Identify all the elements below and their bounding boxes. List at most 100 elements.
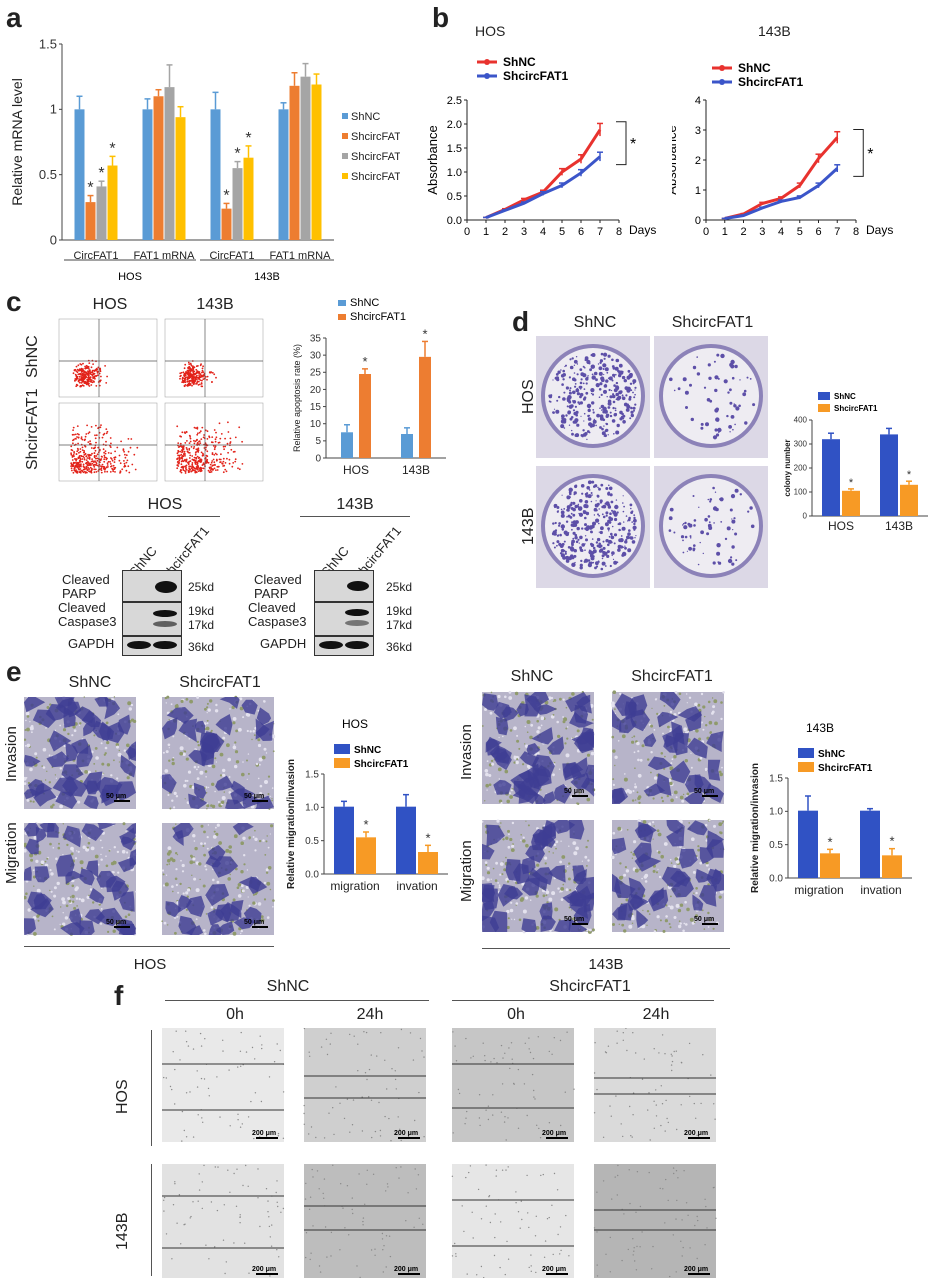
- colony-dot: [592, 409, 595, 411]
- micrograph-speckle: [234, 750, 239, 754]
- colony-dot: [707, 363, 711, 367]
- flow-dot: [96, 457, 99, 460]
- cell-blob: [205, 884, 230, 906]
- colony-dot: [627, 532, 631, 536]
- micrograph-speckle: [675, 796, 678, 799]
- colony-dot: [731, 518, 733, 520]
- bar: [880, 434, 898, 516]
- wound-image: [304, 1164, 426, 1278]
- colony-dot: [615, 387, 619, 391]
- micrograph-speckle: [216, 880, 220, 884]
- colony-dot: [615, 499, 618, 501]
- colony-dot: [625, 538, 628, 541]
- flow-dot: [186, 378, 189, 381]
- flow-dot: [88, 385, 91, 387]
- micrograph-speckle: [192, 834, 196, 838]
- micrograph-speckle: [686, 795, 688, 797]
- bar: [175, 117, 186, 240]
- micrograph-speckle: [490, 759, 494, 763]
- micrograph-speckle: [526, 731, 529, 733]
- colony-dot: [560, 524, 565, 529]
- micrograph-speckle: [240, 884, 244, 888]
- cell-blob: [629, 894, 650, 911]
- flow-dot: [94, 449, 97, 452]
- f-group-shnc: ShNC: [266, 978, 310, 995]
- micrograph-speckle: [213, 830, 216, 833]
- colony-dot: [573, 372, 576, 374]
- colony-dot: [584, 500, 589, 504]
- wb-hos-gapdh: [122, 636, 182, 656]
- significance-star: *: [425, 830, 430, 845]
- micrograph-speckle: [167, 743, 171, 747]
- flow-dot: [199, 461, 202, 463]
- flow-dot: [121, 468, 124, 471]
- micrograph-speckle: [68, 899, 72, 903]
- micrograph-speckle: [126, 743, 130, 748]
- colony-dot: [635, 535, 637, 537]
- micrograph-speckle: [203, 842, 207, 845]
- wound-speckle: [400, 1028, 403, 1031]
- wound-speckle: [192, 1201, 194, 1203]
- flow-dot: [85, 371, 88, 374]
- micrograph-speckle: [56, 881, 60, 886]
- cell-blob: [34, 866, 50, 883]
- wound-speckle: [422, 1223, 424, 1225]
- micrograph-speckle: [689, 917, 694, 922]
- micrograph-speckle: [245, 713, 249, 717]
- micrograph-speckle: [510, 789, 513, 792]
- micrograph-speckle: [685, 923, 688, 926]
- colony-dot: [591, 353, 596, 357]
- micrograph-speckle: [663, 842, 668, 846]
- flow-dot: [227, 431, 230, 433]
- colony-dot: [734, 532, 738, 536]
- micrograph-speckle: [52, 847, 55, 849]
- legend-swatch: [334, 744, 350, 754]
- cell-blob: [95, 907, 123, 927]
- micrograph-speckle: [206, 712, 208, 714]
- colony-dot: [744, 421, 748, 425]
- micrograph-speckle: [563, 717, 568, 722]
- colony-dot: [592, 546, 596, 550]
- colony-dot: [612, 558, 615, 560]
- micrograph-speckle: [495, 861, 498, 865]
- colony-dot: [568, 490, 572, 494]
- micrograph-speckle: [562, 716, 564, 718]
- flow-dot: [194, 452, 197, 454]
- wound-speckle: [500, 1111, 503, 1113]
- micrograph-speckle: [562, 698, 565, 701]
- flow-dot: [93, 454, 96, 457]
- colony-dot: [560, 513, 565, 518]
- micrograph-speckle: [571, 909, 573, 911]
- wb-143b-kd1: 25kd: [386, 580, 413, 594]
- micrograph-speckle: [269, 833, 271, 835]
- colony-dot: [609, 522, 611, 524]
- wound-speckle: [407, 1192, 409, 1194]
- colony-images: [536, 336, 768, 588]
- flow-dot: [127, 438, 130, 440]
- micrograph-speckle: [488, 783, 492, 786]
- micrograph-speckle: [565, 753, 570, 758]
- flow-dot: [206, 438, 209, 440]
- series-line: [724, 136, 839, 220]
- colony-dot: [554, 506, 556, 509]
- micrograph-speckle: [686, 792, 690, 796]
- scale-label: 50 μm: [564, 788, 584, 795]
- flow-dot: [93, 466, 96, 468]
- micrograph-speckle: [78, 897, 81, 901]
- flow-dot: [87, 375, 90, 377]
- x-tick-label: 0: [464, 226, 470, 238]
- micrograph-speckle: [24, 745, 27, 747]
- wound-speckle: [196, 1070, 198, 1072]
- colony-dot: [700, 426, 704, 430]
- flow-dot: [106, 464, 109, 466]
- colony-dot: [590, 492, 593, 494]
- flow-dot: [183, 373, 186, 376]
- micrograph-speckle: [621, 734, 626, 739]
- wound-speckle: [573, 1088, 575, 1090]
- micrograph-speckle: [185, 757, 189, 761]
- micrograph-speckle: [103, 753, 106, 756]
- colony-dot: [598, 542, 601, 546]
- flow-dot: [84, 367, 86, 370]
- e-143b-col-shnc: ShNC: [510, 668, 554, 685]
